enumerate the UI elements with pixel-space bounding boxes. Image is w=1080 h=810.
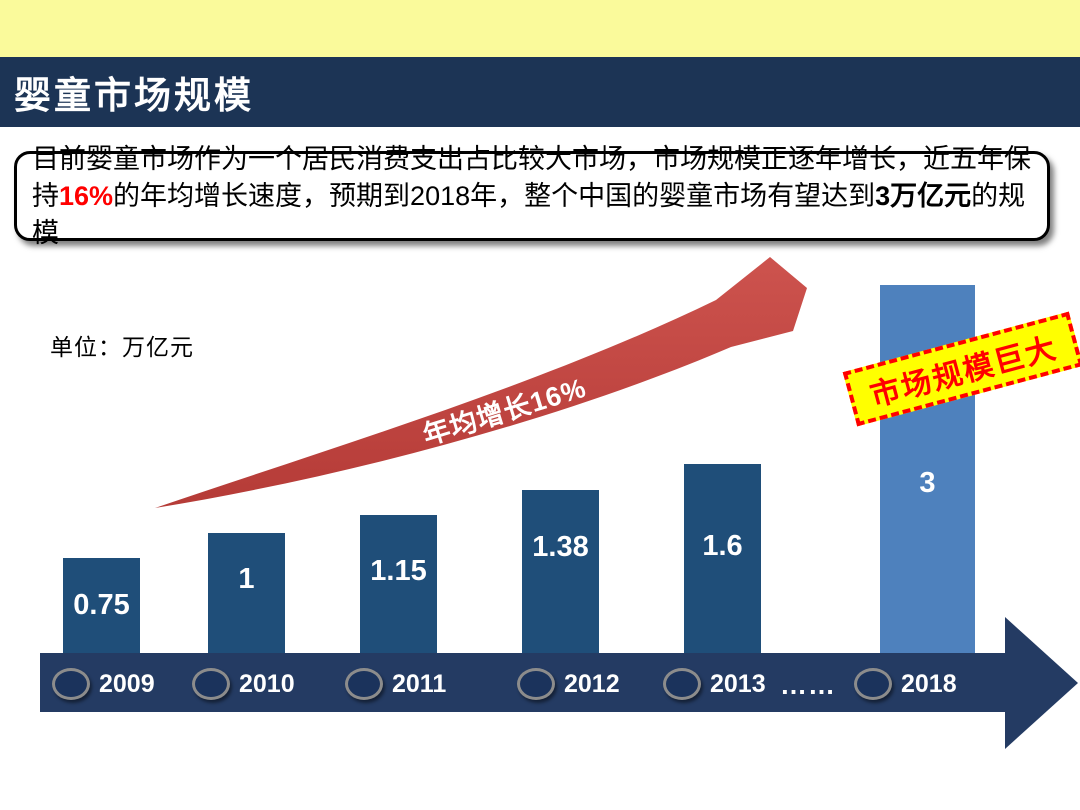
- timeline-year-2011: 2011: [392, 669, 447, 698]
- timeline-oval-icon: [345, 668, 383, 700]
- summary-highlight-16pct: 16%: [59, 180, 114, 211]
- page-title: 婴童市场规模: [14, 75, 254, 116]
- timeline-year-2013: 2013: [710, 669, 766, 698]
- bar-value-2018: 3: [919, 467, 936, 499]
- timeline-year-2010: 2010: [239, 669, 295, 698]
- summary-text: 目前婴童市场作为一个居民消费支出占比较大市场，市场规模正逐年增长，近五年保持16…: [32, 141, 1032, 252]
- timeline-year-2018: 2018: [901, 669, 957, 698]
- summary-text-part2: 的年均增长速度，预期到2018年，整个中国的婴童市场有望达到: [113, 180, 876, 211]
- timeline-item-2011: 2011: [345, 668, 446, 700]
- timeline-year-2009: 2009: [99, 669, 155, 698]
- timeline-oval-icon: [854, 668, 892, 700]
- bar-2012: 1.38: [522, 490, 599, 653]
- header-band: 婴童市场规模: [0, 57, 1080, 127]
- timeline-oval-icon: [192, 668, 230, 700]
- top-yellow-band: [0, 0, 1080, 57]
- summary-text-part1: 目前婴童市场作为一个居民消费支出占比较大市场，市场规模正逐年增长，近五年保持: [32, 143, 1031, 211]
- timeline-item-2018: 2018: [854, 668, 957, 700]
- summary-text-part3: 的规模: [32, 180, 1026, 248]
- bar-value-2009: 0.75: [73, 589, 130, 621]
- timeline-item-2012: 2012: [517, 668, 620, 700]
- bar-2009: 0.75: [63, 558, 140, 653]
- bar-2013: 1.6: [684, 464, 761, 653]
- bar-value-2010: 1: [238, 563, 255, 595]
- bar-2010: 1: [208, 533, 285, 653]
- summary-strong-3trillion: 3万亿元: [875, 180, 972, 211]
- timeline-oval-icon: [52, 668, 90, 700]
- timeline-item-2013: 2013: [663, 668, 766, 700]
- bar-value-2013: 1.6: [702, 530, 743, 562]
- timeline-oval-icon: [663, 668, 701, 700]
- timeline-ellipsis: ……: [780, 670, 836, 700]
- timeline-item-2010: 2010: [192, 668, 295, 700]
- timeline-year-2012: 2012: [564, 669, 620, 698]
- timeline-oval-icon: [517, 668, 555, 700]
- timeline-item-2009: 2009: [52, 668, 155, 700]
- unit-label: 单位：万亿元: [50, 334, 194, 360]
- timeline-arrowhead-icon: [1005, 617, 1078, 749]
- growth-arrow-label: 年均增长16%: [419, 372, 590, 451]
- bar-value-2012: 1.38: [532, 531, 589, 563]
- bar-2011: 1.15: [360, 515, 437, 653]
- bar-value-2011: 1.15: [370, 555, 427, 587]
- summary-callout-box: 目前婴童市场作为一个居民消费支出占比较大市场，市场规模正逐年增长，近五年保持16…: [14, 144, 1050, 248]
